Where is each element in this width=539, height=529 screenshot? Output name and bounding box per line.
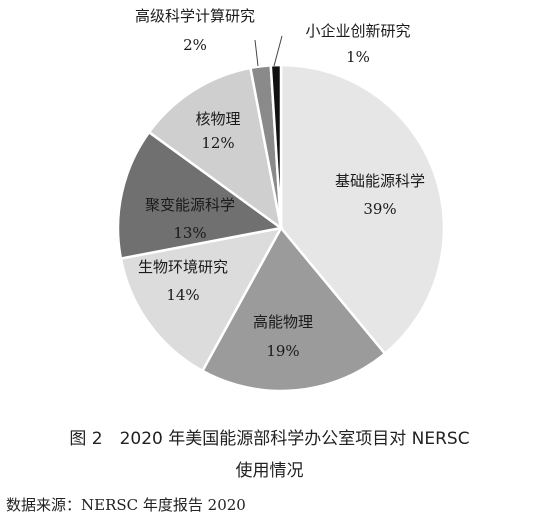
slice-value-fusion-energy-sciences: 13%: [173, 224, 206, 242]
slice-value-high-energy-physics: 19%: [266, 342, 299, 360]
slice-name-fusion-energy-sciences: 聚变能源科学: [145, 196, 235, 214]
pie-slice-small-business: [269, 63, 283, 229]
slice-name-bio-env-research: 生物环境研究: [138, 258, 228, 276]
pie-slice-bio-env-research: [119, 226, 284, 373]
pie-slice-nuclear-physics: [147, 66, 283, 231]
pie-slice-high-energy-physics: [200, 225, 387, 393]
pie-slice-fusion-energy-sciences: [116, 130, 285, 261]
slice-value-small-business: 1%: [346, 48, 370, 66]
pie-slice-basic-energy-sciences: [279, 63, 446, 356]
data-source: 数据来源：NERSC 年度报告 2020: [6, 496, 246, 514]
figure-caption-line1: 图 2 2020 年美国能源部科学办公室项目对 NERSC: [69, 429, 470, 449]
slice-name-high-energy-physics: 高能物理: [253, 313, 313, 331]
leader-line-small-business: [273, 35, 283, 67]
slice-name-advanced-computing: 高级科学计算研究: [135, 7, 255, 25]
slice-value-advanced-computing: 2%: [183, 36, 207, 54]
slice-name-basic-energy-sciences: 基础能源科学: [335, 172, 425, 190]
slice-value-basic-energy-sciences: 39%: [363, 200, 396, 218]
slice-name-small-business: 小企业创新研究: [305, 22, 410, 40]
pie-chart: 基础能源科学 39% 高能物理 19% 生物环境研究 14% 聚变能源科学 13% 核物理 12%…: [116, 7, 446, 393]
figure-caption-line2: 使用情况: [235, 461, 304, 481]
leader-line-advanced-computing: [254, 39, 259, 67]
slice-name-nuclear-physics: 核物理: [195, 110, 240, 128]
slice-value-bio-env-research: 14%: [166, 286, 199, 304]
slice-value-nuclear-physics: 12%: [201, 134, 234, 152]
